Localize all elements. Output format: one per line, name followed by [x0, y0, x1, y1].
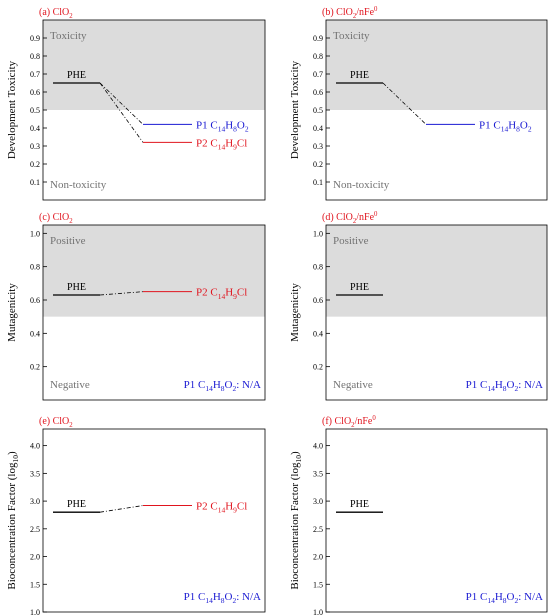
region-upper-label: Toxicity	[333, 30, 370, 42]
na-note: P1 C14H8O2: N/A	[184, 379, 261, 393]
y-tick-label: 0.6	[313, 296, 323, 305]
na-note: P1 C14H8O2: N/A	[184, 591, 261, 605]
plot-frame	[325, 428, 548, 613]
y-tick-label: 0.6	[30, 296, 40, 305]
y-tick-label: 0.8	[313, 263, 323, 272]
panel-label: (c) ClO2	[39, 212, 73, 225]
y-tick-label: 2.5	[30, 525, 40, 534]
transition-connector	[99, 291, 144, 296]
region-upper-label: Positive	[333, 235, 369, 247]
parent-label: PHE	[350, 70, 369, 81]
y-tick-label: 0.7	[313, 70, 323, 79]
y-tick-label: 3.5	[313, 469, 323, 478]
y-tick-label: 0.9	[30, 34, 40, 43]
transition-connector	[99, 505, 144, 513]
product-label: P2 C14H9Cl	[196, 501, 247, 515]
y-tick-label: 1.0	[313, 608, 323, 616]
threshold-region	[43, 20, 265, 110]
y-tick-label: 0.5	[313, 106, 323, 115]
panel-5: 1.0 1.5 2.0 2.5 3.0 3.5 4.0 Bioconcentration Fa…	[289, 415, 548, 616]
panel-1: 0.1 0.2 0.3 0.4 0.5 0.6 0.7 0.8 0.9 Development T…	[289, 6, 548, 201]
panel-label: (b) ClO2/nFe0	[322, 6, 378, 20]
y-tick-label: 0.5	[30, 106, 40, 115]
product-label: P2 C14H9Cl	[196, 287, 247, 301]
y-tick-label: 4.0	[313, 442, 323, 451]
region-lower-label: Non-toxicity	[333, 179, 390, 191]
y-axis-label: Bioconcentration Factor (log10)	[6, 451, 20, 590]
y-tick-label: 0.8	[30, 52, 40, 61]
y-tick-label: 0.4	[313, 329, 323, 338]
panel-2: 0.2 0.4 0.6 0.8 1.0 Mutagenicity (c) ClO2 Posit…	[6, 212, 266, 401]
parent-label: PHE	[67, 282, 86, 293]
y-tick-label: 0.6	[30, 88, 40, 97]
panel-label: (a) ClO2	[39, 7, 73, 20]
y-tick-label: 1.5	[313, 580, 323, 589]
parent-label: PHE	[67, 70, 86, 81]
threshold-region	[43, 225, 265, 317]
product-label: P1 C14H8O2	[479, 119, 532, 133]
plot-frame	[42, 428, 266, 613]
y-tick-label: 0.4	[30, 124, 40, 133]
panel-3: 0.2 0.4 0.6 0.8 1.0 Mutagenicity (d) ClO2/nFe0…	[289, 211, 548, 401]
na-note: P1 C14H8O2: N/A	[466, 591, 543, 605]
panel-label: (f) ClO2/nFe0	[322, 415, 376, 429]
region-upper-label: Positive	[50, 235, 86, 247]
y-tick-label: 0.3	[30, 142, 40, 151]
y-axis-label: Development Toxicity	[289, 60, 301, 159]
y-tick-label: 0.1	[30, 178, 40, 187]
parent-label: PHE	[350, 499, 369, 510]
transition-connector	[99, 82, 144, 143]
y-tick-label: 0.9	[313, 34, 323, 43]
y-tick-label: 0.4	[30, 329, 40, 338]
y-tick-label: 0.2	[313, 160, 323, 169]
panel-label: (d) ClO2/nFe0	[322, 211, 378, 225]
plot-frame	[42, 224, 266, 401]
threshold-region	[326, 20, 547, 110]
y-tick-label: 0.1	[313, 178, 323, 187]
y-tick-label: 2.0	[30, 553, 40, 562]
y-tick-label: 0.8	[313, 52, 323, 61]
y-tick-label: 3.0	[30, 497, 40, 506]
parent-label: PHE	[67, 499, 86, 510]
y-axis-label: Mutagenicity	[289, 283, 301, 342]
region-lower-label: Negative	[50, 379, 90, 391]
y-tick-label: 0.7	[30, 70, 40, 79]
transition-connector	[99, 82, 144, 125]
y-tick-label: 4.0	[30, 442, 40, 451]
plot-frame	[325, 224, 548, 401]
product-label: P1 C14H8O2	[196, 119, 249, 133]
y-tick-label: 1.0	[30, 608, 40, 616]
region-lower-label: Negative	[333, 379, 373, 391]
threshold-region	[326, 225, 547, 317]
y-tick-label: 0.6	[313, 88, 323, 97]
y-tick-label: 0.2	[30, 160, 40, 169]
y-axis-label: Mutagenicity	[6, 283, 18, 342]
y-tick-label: 0.8	[30, 263, 40, 272]
y-axis-label: Bioconcentration Factor (log10)	[289, 451, 303, 590]
y-tick-label: 1.0	[313, 229, 323, 238]
region-upper-label: Toxicity	[50, 30, 87, 42]
y-tick-label: 0.4	[313, 124, 323, 133]
product-label: P2 C14H9Cl	[196, 137, 247, 151]
panel-0: 0.1 0.2 0.3 0.4 0.5 0.6 0.7 0.8 0.9 Development T…	[6, 7, 266, 201]
region-lower-label: Non-toxicity	[50, 179, 107, 191]
y-tick-label: 3.5	[30, 469, 40, 478]
transition-connector	[382, 82, 427, 125]
y-tick-label: 3.0	[313, 497, 323, 506]
panel-4: 1.0 1.5 2.0 2.5 3.0 3.5 4.0 Bioconcentration Fa…	[6, 416, 266, 616]
y-tick-label: 2.0	[313, 553, 323, 562]
na-note: P1 C14H8O2: N/A	[466, 379, 543, 393]
parent-label: PHE	[350, 282, 369, 293]
y-axis-label: Development Toxicity	[6, 60, 18, 159]
panel-label: (e) ClO2	[39, 416, 73, 429]
y-tick-label: 1.5	[30, 580, 40, 589]
y-tick-label: 1.0	[30, 229, 40, 238]
y-tick-label: 0.3	[313, 142, 323, 151]
y-tick-label: 0.2	[30, 363, 40, 372]
y-tick-label: 0.2	[313, 363, 323, 372]
y-tick-label: 2.5	[313, 525, 323, 534]
